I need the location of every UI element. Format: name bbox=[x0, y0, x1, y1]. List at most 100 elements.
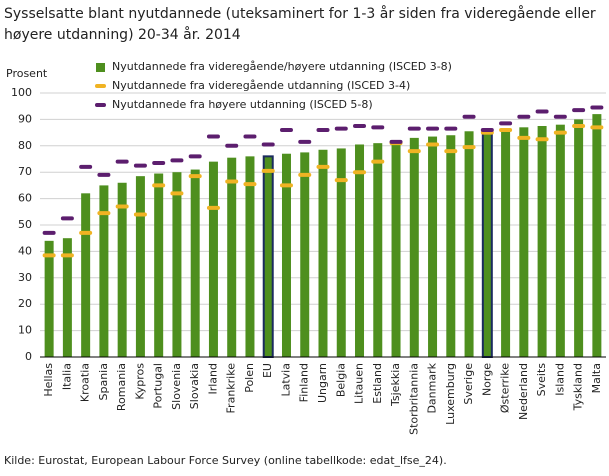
marker bbox=[298, 172, 312, 177]
marker bbox=[590, 125, 604, 130]
marker bbox=[572, 124, 586, 128]
legend-label: Nyutdannede fra videregående utdanning (… bbox=[112, 79, 410, 92]
x-tick-label: Romania bbox=[115, 363, 128, 411]
x-tick-label: Belgia bbox=[334, 363, 347, 397]
y-tick-label: 90 bbox=[18, 112, 32, 125]
y-tick-label: 0 bbox=[25, 350, 32, 363]
x-tick-label: Danmark bbox=[426, 362, 439, 413]
x-tick-label: Spania bbox=[97, 363, 110, 400]
y-tick-label: 20 bbox=[18, 297, 32, 310]
marker bbox=[334, 126, 348, 131]
marker bbox=[279, 127, 293, 132]
marker bbox=[298, 139, 312, 144]
marker bbox=[407, 126, 421, 131]
legend-swatch bbox=[95, 103, 106, 107]
x-tick-label: Slovenia bbox=[170, 363, 183, 410]
x-tick-label: Sverige bbox=[462, 363, 475, 405]
marker bbox=[170, 191, 184, 196]
marker bbox=[79, 164, 93, 169]
x-tick-label: Italia bbox=[60, 363, 73, 390]
x-tick-label: EU bbox=[261, 363, 274, 378]
marker bbox=[334, 178, 348, 183]
marker bbox=[517, 135, 531, 140]
marker bbox=[152, 183, 166, 188]
bar bbox=[62, 238, 72, 357]
marker bbox=[206, 134, 220, 139]
marker bbox=[535, 137, 549, 142]
marker bbox=[462, 114, 476, 119]
marker bbox=[407, 149, 421, 154]
marker bbox=[133, 163, 147, 168]
y-tick-label: 60 bbox=[18, 192, 32, 205]
x-tick-label: Storbritannia bbox=[407, 363, 420, 435]
bar bbox=[44, 240, 54, 357]
bar bbox=[464, 131, 474, 357]
bar bbox=[336, 148, 346, 357]
marker bbox=[261, 168, 275, 173]
source: Kilde: Eurostat, European Labour Force S… bbox=[4, 454, 447, 467]
bar bbox=[135, 176, 145, 357]
legend-swatch bbox=[96, 63, 105, 72]
bar bbox=[373, 143, 383, 357]
marker bbox=[353, 124, 367, 128]
marker bbox=[426, 126, 440, 131]
bar bbox=[190, 169, 200, 357]
x-tick-label: Nederland bbox=[517, 363, 530, 420]
marker bbox=[225, 179, 239, 184]
bar bbox=[428, 136, 438, 357]
marker bbox=[60, 253, 74, 258]
marker bbox=[133, 212, 147, 217]
x-tick-label: Hellas bbox=[42, 363, 55, 397]
bar bbox=[154, 173, 164, 357]
marker bbox=[371, 125, 385, 130]
marker bbox=[316, 127, 330, 132]
y-tick-label: 30 bbox=[18, 271, 32, 284]
marker bbox=[188, 174, 202, 179]
x-tick-label: Luxemburg bbox=[444, 363, 457, 425]
marker bbox=[261, 142, 275, 147]
marker bbox=[316, 164, 330, 169]
bar bbox=[409, 137, 419, 357]
marker bbox=[243, 134, 257, 139]
marker bbox=[462, 145, 476, 150]
marker bbox=[572, 108, 586, 113]
x-tick-label: Sveits bbox=[535, 363, 548, 397]
chart-title: Sysselsatte blant nyutdannede (uteksamin… bbox=[4, 5, 596, 22]
legend-label: Nyutdannede fra videregående/høyere utda… bbox=[112, 60, 452, 73]
bar bbox=[574, 119, 584, 358]
bar bbox=[81, 193, 91, 357]
x-tick-label: Ungarn bbox=[316, 363, 329, 403]
marker bbox=[353, 170, 367, 175]
marker bbox=[206, 205, 220, 210]
x-tick-label: Litauen bbox=[353, 363, 366, 404]
x-tick-label: Polen bbox=[243, 363, 256, 393]
y-tick-label: 40 bbox=[18, 244, 32, 257]
bar bbox=[537, 126, 547, 357]
x-tick-label: Irland bbox=[206, 363, 219, 395]
bar bbox=[318, 149, 328, 357]
bar bbox=[281, 153, 291, 357]
marker bbox=[371, 159, 385, 164]
marker bbox=[79, 230, 93, 235]
marker bbox=[499, 121, 513, 126]
marker bbox=[480, 127, 494, 132]
x-tick-label: Latvia bbox=[279, 363, 292, 397]
bar bbox=[208, 161, 218, 357]
bar bbox=[99, 185, 109, 357]
y-axis-label: Prosent bbox=[6, 67, 48, 80]
marker bbox=[553, 130, 567, 135]
bar bbox=[227, 157, 237, 357]
marker bbox=[590, 105, 604, 110]
marker bbox=[115, 204, 129, 209]
x-tick-label: Frankrike bbox=[225, 363, 238, 414]
x-tick-label: Østerrike bbox=[499, 363, 512, 413]
bar bbox=[519, 127, 529, 357]
bar bbox=[245, 156, 255, 357]
bar bbox=[355, 144, 365, 357]
bar bbox=[117, 182, 127, 357]
marker bbox=[444, 126, 458, 131]
bar bbox=[555, 124, 565, 358]
marker bbox=[243, 182, 257, 187]
x-tick-label: Estland bbox=[371, 363, 384, 404]
